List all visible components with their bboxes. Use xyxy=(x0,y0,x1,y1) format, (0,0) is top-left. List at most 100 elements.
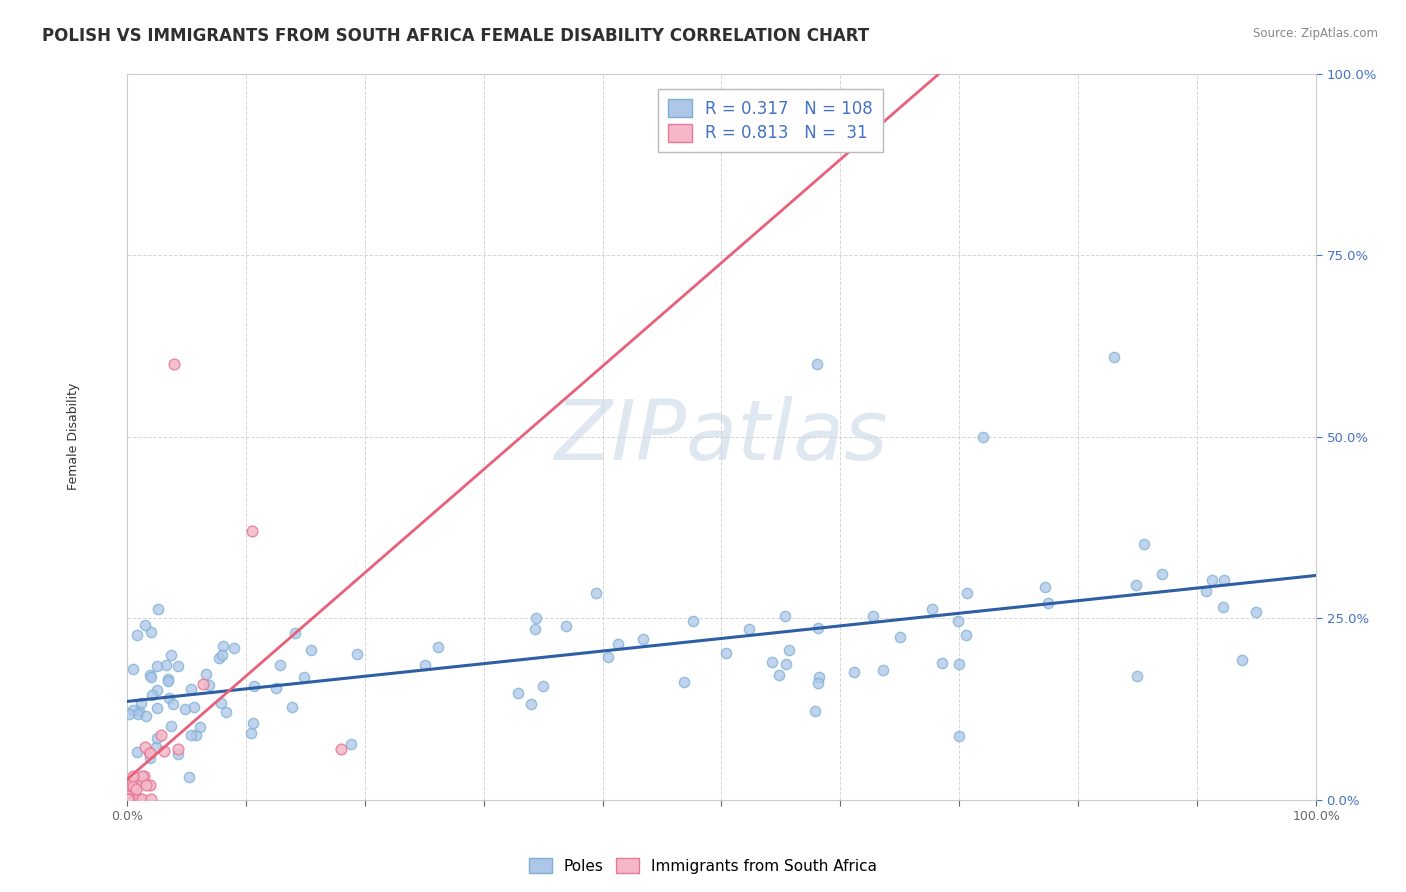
Point xyxy=(150,728,173,742)
Text: Female Disability: Female Disability xyxy=(66,383,80,491)
Point xyxy=(948,729,970,743)
Point xyxy=(1195,584,1218,599)
Point xyxy=(872,663,894,677)
Text: Source: ZipAtlas.com: Source: ZipAtlas.com xyxy=(1253,27,1378,40)
Point xyxy=(844,665,866,679)
Point xyxy=(117,789,139,804)
Point xyxy=(931,656,953,670)
Point xyxy=(1213,573,1236,587)
Point xyxy=(413,657,436,672)
Point xyxy=(118,707,141,722)
Point xyxy=(778,643,800,657)
Point xyxy=(292,669,315,683)
Point xyxy=(153,743,176,757)
Point xyxy=(508,686,530,700)
Point xyxy=(585,585,607,599)
Text: ZIPatlas: ZIPatlas xyxy=(554,396,889,477)
Point xyxy=(166,659,188,673)
Point xyxy=(157,690,180,705)
Point xyxy=(145,731,167,746)
Point xyxy=(177,770,200,784)
Point xyxy=(224,640,246,655)
Point xyxy=(128,704,150,718)
Point xyxy=(117,792,139,806)
Point xyxy=(1230,653,1253,667)
Point xyxy=(284,626,307,640)
Legend: Poles, Immigrants from South Africa: Poles, Immigrants from South Africa xyxy=(523,852,883,880)
Point xyxy=(1125,578,1147,592)
Point xyxy=(775,657,797,671)
Point xyxy=(121,776,143,790)
Point xyxy=(631,632,654,646)
Point xyxy=(155,658,177,673)
Point xyxy=(193,677,215,691)
Point xyxy=(596,649,619,664)
Point xyxy=(299,643,322,657)
Point xyxy=(524,611,547,625)
Point xyxy=(1150,567,1173,582)
Point xyxy=(167,742,190,756)
Point xyxy=(195,666,218,681)
Point xyxy=(139,747,162,761)
Point xyxy=(243,679,266,693)
Point xyxy=(215,706,238,720)
Point xyxy=(242,716,264,731)
Point xyxy=(180,682,202,697)
Point xyxy=(682,614,704,628)
Point xyxy=(118,792,141,806)
Point xyxy=(121,769,143,783)
Point xyxy=(948,657,970,671)
Point xyxy=(146,683,169,698)
Point xyxy=(122,662,145,676)
Point xyxy=(955,628,977,642)
Point xyxy=(207,651,229,665)
Point xyxy=(524,622,547,636)
Point xyxy=(141,689,163,703)
Point xyxy=(125,628,148,642)
Point xyxy=(135,709,157,723)
Point xyxy=(129,776,152,790)
Legend: R = 0.317   N = 108, R = 0.813   N =  31: R = 0.317 N = 108, R = 0.813 N = 31 xyxy=(658,89,883,153)
Point xyxy=(146,601,169,615)
Point xyxy=(209,696,232,710)
Point xyxy=(426,640,449,655)
Point xyxy=(139,778,162,792)
Point xyxy=(122,779,145,793)
Point xyxy=(673,675,696,690)
Point xyxy=(340,737,363,751)
Point xyxy=(160,648,183,662)
Point xyxy=(738,623,761,637)
Point xyxy=(173,702,195,716)
Point xyxy=(972,430,994,444)
Point xyxy=(162,697,184,711)
Point xyxy=(211,648,233,662)
Point xyxy=(160,719,183,733)
Point xyxy=(807,670,830,684)
Point xyxy=(768,668,790,682)
Point xyxy=(124,782,146,797)
Point xyxy=(956,585,979,599)
Point xyxy=(131,792,153,806)
Point xyxy=(329,742,352,756)
Point xyxy=(607,637,630,651)
Point xyxy=(135,778,157,792)
Point xyxy=(531,679,554,693)
Point xyxy=(145,740,167,755)
Point xyxy=(121,703,143,717)
Point xyxy=(139,751,162,765)
Point xyxy=(198,678,221,692)
Point xyxy=(1102,350,1125,364)
Point xyxy=(183,700,205,714)
Point xyxy=(139,668,162,682)
Point xyxy=(117,792,139,806)
Point xyxy=(269,657,291,672)
Point xyxy=(240,524,263,539)
Point xyxy=(1201,574,1223,588)
Point xyxy=(889,630,911,644)
Point xyxy=(714,646,737,660)
Point xyxy=(138,745,160,759)
Point xyxy=(121,792,143,806)
Point xyxy=(1036,596,1059,610)
Point xyxy=(139,625,162,640)
Point xyxy=(519,697,541,711)
